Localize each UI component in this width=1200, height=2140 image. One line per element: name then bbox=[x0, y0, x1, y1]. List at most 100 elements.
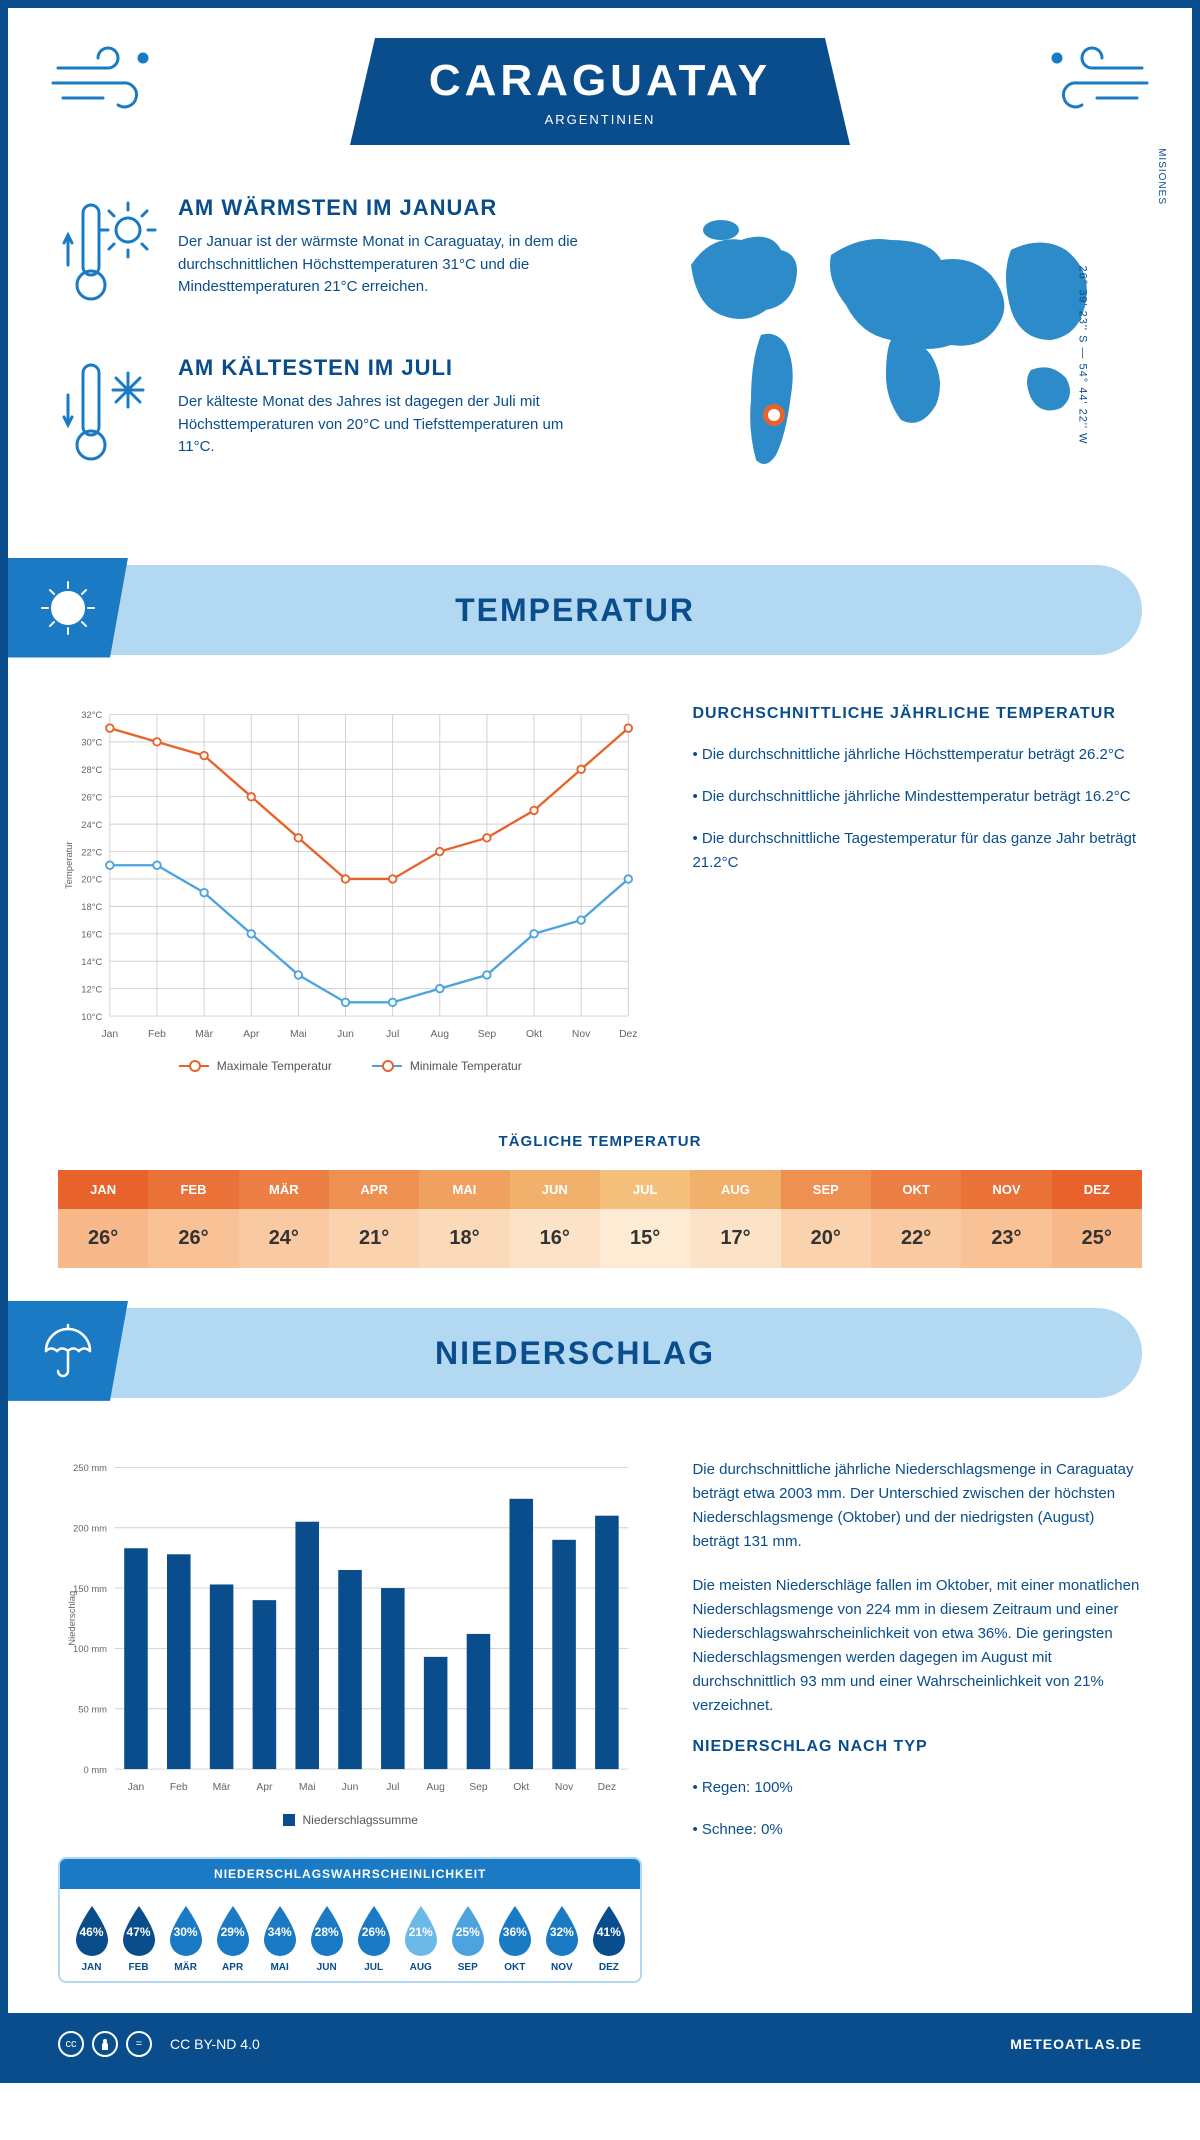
svg-text:Feb: Feb bbox=[148, 1029, 166, 1040]
svg-text:10°C: 10°C bbox=[81, 1011, 102, 1022]
coldest-text: Der kälteste Monat des Jahres ist dagege… bbox=[178, 391, 580, 459]
temperature-section-header: TEMPERATUR bbox=[8, 565, 1142, 655]
svg-text:Sep: Sep bbox=[469, 1782, 488, 1793]
warmest-fact: AM WÄRMSTEN IM JANUAR Der Januar ist der… bbox=[58, 195, 580, 315]
header: CARAGUATAY ARGENTINIEN bbox=[8, 8, 1192, 195]
brand-name: METEOATLAS.DE bbox=[1010, 2036, 1142, 2052]
thermometer-hot-icon bbox=[58, 195, 158, 315]
precip-snow: • Schnee: 0% bbox=[692, 1818, 1142, 1842]
svg-text:200 mm: 200 mm bbox=[73, 1523, 107, 1534]
temperature-title: TEMPERATUR bbox=[128, 592, 1142, 629]
probability-drop: 29% APR bbox=[209, 1904, 256, 1973]
probability-drop: 26% JUL bbox=[350, 1904, 397, 1973]
probability-drop: 47% FEB bbox=[115, 1904, 162, 1973]
temp-bullet-2: • Die durchschnittliche jährliche Mindes… bbox=[692, 785, 1142, 809]
daily-temp-col: MAI 18° bbox=[419, 1170, 509, 1268]
city-name: CARAGUATAY bbox=[410, 56, 790, 106]
license-block: cc = CC BY-ND 4.0 bbox=[58, 2031, 260, 2057]
svg-text:14°C: 14°C bbox=[81, 956, 102, 967]
world-map bbox=[620, 195, 1142, 475]
by-icon bbox=[92, 2031, 118, 2057]
precipitation-title: NIEDERSCHLAG bbox=[128, 1335, 1142, 1372]
daily-temp-col: FEB 26° bbox=[148, 1170, 238, 1268]
daily-temp-col: MÄR 24° bbox=[239, 1170, 329, 1268]
nd-icon: = bbox=[126, 2031, 152, 2057]
coordinates: 26° 39' 23'' S — 54° 44' 22'' W bbox=[1077, 266, 1089, 445]
infographic-frame: CARAGUATAY ARGENTINIEN bbox=[0, 0, 1200, 2083]
svg-text:18°C: 18°C bbox=[81, 901, 102, 912]
daily-temp-table: JAN 26° FEB 26° MÄR 24° APR 21° MAI 18° … bbox=[58, 1170, 1142, 1268]
probability-drop: 41% DEZ bbox=[585, 1904, 632, 1973]
svg-text:Niederschlag: Niederschlag bbox=[66, 1591, 77, 1646]
svg-text:16°C: 16°C bbox=[81, 929, 102, 940]
legend-max-label: Maximale Temperatur bbox=[217, 1059, 332, 1073]
intro-section: AM WÄRMSTEN IM JANUAR Der Januar ist der… bbox=[8, 195, 1192, 545]
thermometer-cold-icon bbox=[58, 355, 158, 475]
warmest-title: AM WÄRMSTEN IM JANUAR bbox=[178, 195, 580, 221]
daily-temp-col: JUL 15° bbox=[600, 1170, 690, 1268]
svg-text:12°C: 12°C bbox=[81, 983, 102, 994]
wind-icon-right bbox=[1032, 38, 1152, 128]
svg-text:0 mm: 0 mm bbox=[84, 1764, 108, 1775]
probability-drop: 34% MAI bbox=[256, 1904, 303, 1973]
temp-legend: .legend-line:nth-child(1)::before{border… bbox=[58, 1059, 642, 1073]
probability-drop: 30% MÄR bbox=[162, 1904, 209, 1973]
daily-temp-col: OKT 22° bbox=[871, 1170, 961, 1268]
svg-text:Mär: Mär bbox=[195, 1029, 213, 1040]
svg-text:150 mm: 150 mm bbox=[73, 1583, 107, 1594]
probability-drop: 25% SEP bbox=[444, 1904, 491, 1973]
svg-text:Jun: Jun bbox=[337, 1029, 354, 1040]
daily-temp-col: JAN 26° bbox=[58, 1170, 148, 1268]
coldest-title: AM KÄLTESTEN IM JULI bbox=[178, 355, 580, 381]
probability-title: NIEDERSCHLAGSWAHRSCHEINLICHKEIT bbox=[60, 1859, 640, 1889]
svg-text:28°C: 28°C bbox=[81, 764, 102, 775]
svg-text:Apr: Apr bbox=[243, 1029, 260, 1040]
svg-text:Temperatur: Temperatur bbox=[63, 841, 74, 889]
daily-temp-title: TÄGLICHE TEMPERATUR bbox=[8, 1133, 1192, 1150]
cc-icon: cc bbox=[58, 2031, 84, 2057]
legend-min-label: Minimale Temperatur bbox=[410, 1059, 522, 1073]
daily-temp-col: APR 21° bbox=[329, 1170, 419, 1268]
svg-text:Okt: Okt bbox=[526, 1029, 542, 1040]
svg-text:250 mm: 250 mm bbox=[73, 1463, 107, 1474]
svg-text:Jul: Jul bbox=[386, 1782, 399, 1793]
umbrella-icon bbox=[38, 1321, 98, 1381]
svg-text:26°C: 26°C bbox=[81, 791, 102, 802]
sun-icon bbox=[38, 578, 98, 638]
title-block: CARAGUATAY ARGENTINIEN bbox=[168, 38, 1032, 145]
svg-text:Nov: Nov bbox=[555, 1782, 574, 1793]
probability-drop: 21% AUG bbox=[397, 1904, 444, 1973]
temperature-line-chart: 10°C12°C14°C16°C18°C20°C22°C24°C26°C28°C… bbox=[58, 705, 642, 1044]
svg-text:50 mm: 50 mm bbox=[78, 1704, 107, 1715]
precipitation-bar-chart: 0 mm50 mm100 mm150 mm200 mm250 mmJanFebM… bbox=[58, 1458, 642, 1797]
svg-text:Apr: Apr bbox=[256, 1782, 273, 1793]
svg-text:Mai: Mai bbox=[299, 1782, 316, 1793]
svg-text:Jan: Jan bbox=[128, 1782, 145, 1793]
precip-paragraph-2: Die meisten Niederschläge fallen im Okto… bbox=[692, 1574, 1142, 1718]
probability-drop: 36% OKT bbox=[491, 1904, 538, 1973]
svg-text:Dez: Dez bbox=[598, 1782, 616, 1793]
svg-text:22°C: 22°C bbox=[81, 846, 102, 857]
probability-drop: 32% NOV bbox=[538, 1904, 585, 1973]
svg-text:Mai: Mai bbox=[290, 1029, 307, 1040]
warmest-text: Der Januar ist der wärmste Monat in Cara… bbox=[178, 231, 580, 299]
precip-type-title: NIEDERSCHLAG NACH TYP bbox=[692, 1738, 1142, 1756]
svg-text:100 mm: 100 mm bbox=[73, 1644, 107, 1655]
probability-drop: 46% JAN bbox=[68, 1904, 115, 1973]
precip-legend: Niederschlagssumme bbox=[58, 1813, 642, 1827]
svg-text:Aug: Aug bbox=[431, 1029, 450, 1040]
svg-text:30°C: 30°C bbox=[81, 737, 102, 748]
temp-bullet-3: • Die durchschnittliche Tagestemperatur … bbox=[692, 827, 1142, 875]
svg-text:Jul: Jul bbox=[386, 1029, 399, 1040]
svg-text:Jan: Jan bbox=[101, 1029, 118, 1040]
precipitation-section-header: NIEDERSCHLAG bbox=[8, 1308, 1142, 1398]
precip-paragraph-1: Die durchschnittliche jährliche Niedersc… bbox=[692, 1458, 1142, 1554]
svg-text:Sep: Sep bbox=[478, 1029, 497, 1040]
svg-text:Aug: Aug bbox=[426, 1782, 445, 1793]
daily-temp-col: SEP 20° bbox=[781, 1170, 871, 1268]
svg-text:24°C: 24°C bbox=[81, 819, 102, 830]
svg-text:Nov: Nov bbox=[572, 1029, 591, 1040]
region-label: MISIONES bbox=[1156, 148, 1167, 205]
coldest-fact: AM KÄLTESTEN IM JULI Der kälteste Monat … bbox=[58, 355, 580, 475]
precipitation-content: 0 mm50 mm100 mm150 mm200 mm250 mmJanFebM… bbox=[8, 1428, 1192, 2012]
